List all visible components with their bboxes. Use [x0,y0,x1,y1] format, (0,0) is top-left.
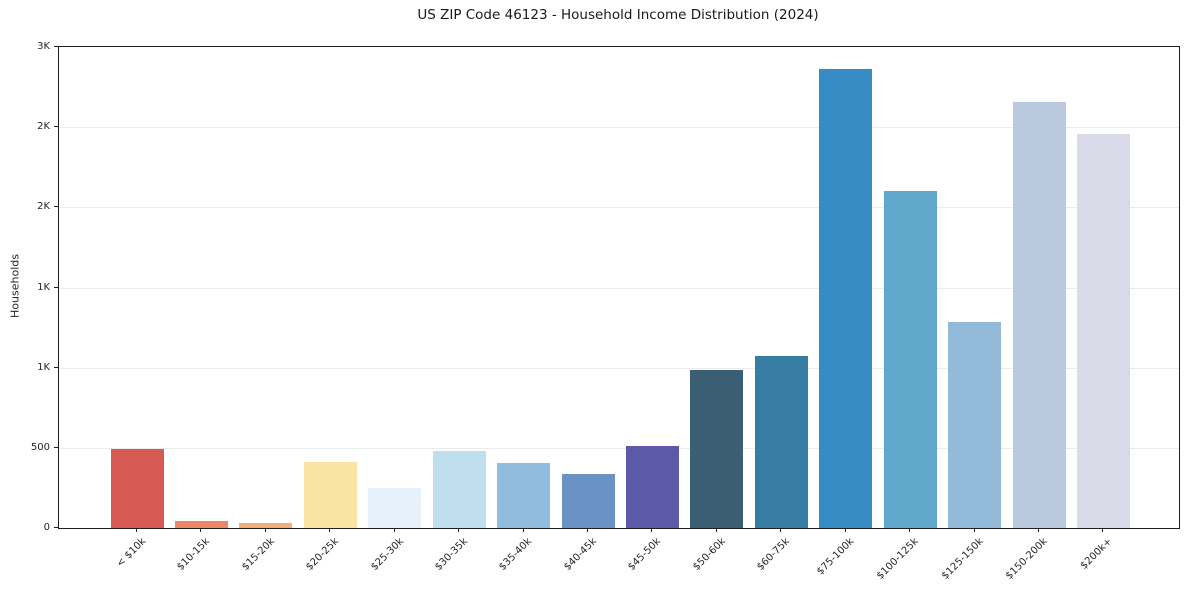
y-tick-label: 500 [30,441,50,453]
plot-area [58,46,1180,529]
y-tick-label: 0 [43,522,50,533]
x-tick-label: $100-125k [875,536,921,582]
x-tick-label: $15-20k [239,536,277,573]
x-tick-mark [136,528,137,532]
x-tick-mark [587,528,588,532]
x-tick-mark [393,528,395,532]
bar [1012,101,1066,528]
x-tick-label: $75-100k [815,536,857,578]
y-tick-mark [54,527,58,528]
y-axis-label: Households [8,254,22,318]
x-tick-label: $125-150k [939,536,986,582]
bar [303,462,357,528]
bar [1076,133,1130,528]
x-tick-label: $10-15k [175,536,213,573]
chart-title: US ZIP Code 46123 - Household Income Dis… [417,7,819,23]
x-tick-label: < $10k [114,536,148,570]
y-tick-label: 2K [37,121,50,133]
x-tick-mark [522,528,524,532]
y-tick-mark [54,206,58,208]
x-tick-mark [329,528,331,532]
x-tick-mark [909,528,911,532]
x-tick-mark [264,528,266,532]
y-tick-label: 1K [37,361,50,373]
y-tick-mark [54,126,58,128]
x-tick-mark [715,528,717,532]
x-tick-mark [1038,528,1040,532]
x-tick-label: $150-200k [1003,536,1050,582]
y-tick-label: 1K [37,281,50,293]
bar [432,451,486,528]
x-tick-mark [973,528,975,532]
gridline [59,367,1179,369]
bar [690,370,744,528]
bar [625,446,679,528]
gridline [59,447,1179,449]
gridline [59,287,1179,289]
bar [497,463,551,528]
x-tick-label: $40-45k [561,536,599,573]
x-tick-label: $30-35k [433,536,470,573]
y-tick-label: 2K [37,201,50,213]
y-tick-mark [54,366,58,368]
gridline [59,127,1179,129]
x-tick-mark [200,528,202,532]
x-tick-mark [458,528,460,532]
x-tick-label: $25-30k [368,536,406,573]
y-tick-mark [54,446,58,448]
x-tick-label: $45-50k [626,536,664,573]
y-tick-mark [54,286,58,288]
x-tick-label: $50-60k [690,536,728,573]
bar [883,190,937,528]
bar [239,523,293,528]
bar [368,487,422,528]
x-tick-label: $35-40k [497,536,535,573]
gridline [59,207,1179,209]
x-tick-label: $200k+ [1078,536,1115,572]
x-tick-mark [651,528,653,532]
bar [174,520,228,528]
x-tick-mark [780,528,782,532]
bar [561,473,615,528]
x-tick-mark [1102,528,1104,532]
bar [754,355,808,528]
y-tick-mark [54,46,58,47]
x-tick-label: $20-25k [304,536,342,573]
bar [948,322,1002,528]
bar [819,69,873,528]
y-tick-label: 3K [37,41,50,52]
x-tick-label: $60-75k [755,536,793,573]
x-tick-mark [844,528,846,532]
bar [110,449,164,528]
